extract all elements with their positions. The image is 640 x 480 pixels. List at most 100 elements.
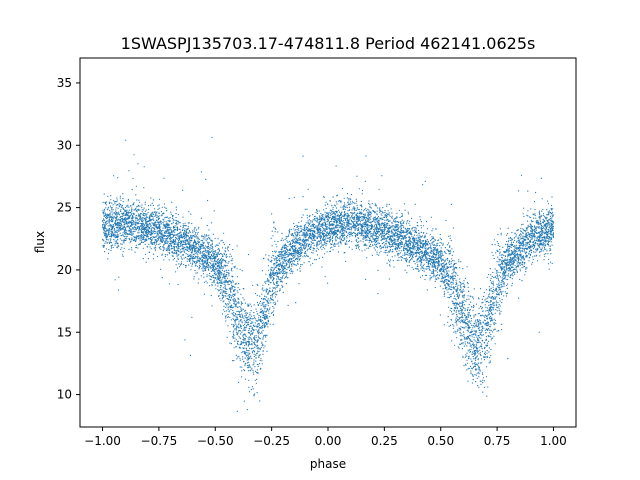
data-point [156, 228, 158, 230]
data-point [284, 243, 286, 245]
data-point [248, 330, 250, 332]
data-point [471, 351, 474, 353]
data-point [180, 257, 183, 259]
data-point [536, 226, 538, 228]
data-point [240, 304, 242, 306]
data-point [209, 248, 211, 251]
data-point [489, 357, 491, 359]
data-point [366, 219, 368, 221]
data-point [301, 249, 304, 251]
data-point [225, 265, 227, 267]
data-point [169, 228, 171, 230]
data-point [268, 312, 270, 314]
data-point [501, 285, 503, 287]
data-point [168, 217, 170, 219]
data-point [357, 224, 359, 226]
data-point [532, 248, 535, 250]
data-point [446, 286, 448, 289]
data-point [242, 347, 244, 349]
data-point [236, 410, 238, 412]
data-point [419, 276, 422, 278]
data-point [356, 228, 358, 230]
data-point [544, 226, 546, 228]
data-point [133, 202, 135, 204]
data-point [421, 236, 423, 238]
data-point [112, 219, 114, 221]
data-point [374, 204, 376, 206]
data-point [446, 279, 448, 281]
data-point [296, 251, 298, 253]
data-point [226, 271, 228, 273]
data-point [261, 293, 263, 295]
data-point [207, 259, 209, 261]
data-point [145, 225, 148, 227]
data-point [499, 251, 501, 253]
data-point [164, 242, 166, 244]
data-point [196, 259, 198, 261]
data-point [164, 248, 166, 250]
data-point [281, 277, 283, 279]
data-point [262, 284, 264, 286]
data-point [419, 219, 421, 221]
data-point [209, 278, 211, 280]
data-point [545, 218, 547, 220]
data-point [133, 236, 135, 239]
data-point [345, 242, 347, 244]
data-point [389, 236, 391, 238]
data-point [296, 238, 298, 240]
data-point [486, 395, 488, 397]
data-point [228, 261, 230, 263]
data-point [239, 359, 241, 361]
data-point [481, 362, 483, 364]
data-point [388, 278, 390, 280]
data-point [504, 291, 506, 293]
data-point [432, 236, 434, 238]
data-point [371, 225, 373, 227]
data-point [256, 347, 258, 349]
data-point [464, 321, 466, 324]
data-point [363, 228, 366, 230]
data-point [426, 257, 428, 259]
data-point [520, 244, 522, 246]
data-point [433, 266, 435, 268]
data-point [377, 236, 379, 238]
data-point [243, 338, 245, 340]
data-point [233, 318, 235, 320]
data-point [156, 243, 158, 245]
data-point [420, 241, 422, 243]
data-point [391, 225, 393, 227]
data-point [377, 243, 379, 245]
data-point [262, 314, 264, 316]
data-point [345, 217, 347, 219]
data-point [321, 244, 323, 246]
data-point [256, 310, 258, 312]
data-point [185, 253, 187, 255]
data-point [473, 339, 475, 341]
data-point [209, 262, 211, 264]
data-point [198, 278, 200, 280]
data-point [476, 355, 478, 357]
data-point [358, 227, 360, 229]
data-point [459, 318, 461, 320]
data-point [275, 291, 277, 293]
data-point [526, 214, 528, 216]
data-point [250, 333, 252, 335]
data-point [210, 267, 212, 269]
data-point [164, 241, 166, 243]
data-point [326, 218, 328, 220]
data-point [522, 223, 524, 225]
data-point [493, 276, 495, 279]
data-point [379, 252, 381, 254]
data-point [198, 242, 200, 244]
data-point [180, 231, 182, 233]
data-point [335, 201, 337, 203]
data-point [346, 212, 348, 214]
data-point [493, 322, 495, 324]
data-point [378, 254, 380, 256]
data-point [446, 282, 448, 284]
data-point [496, 249, 498, 251]
data-point [518, 242, 520, 244]
data-point [261, 327, 263, 329]
data-point [493, 303, 495, 305]
data-point [485, 310, 487, 312]
